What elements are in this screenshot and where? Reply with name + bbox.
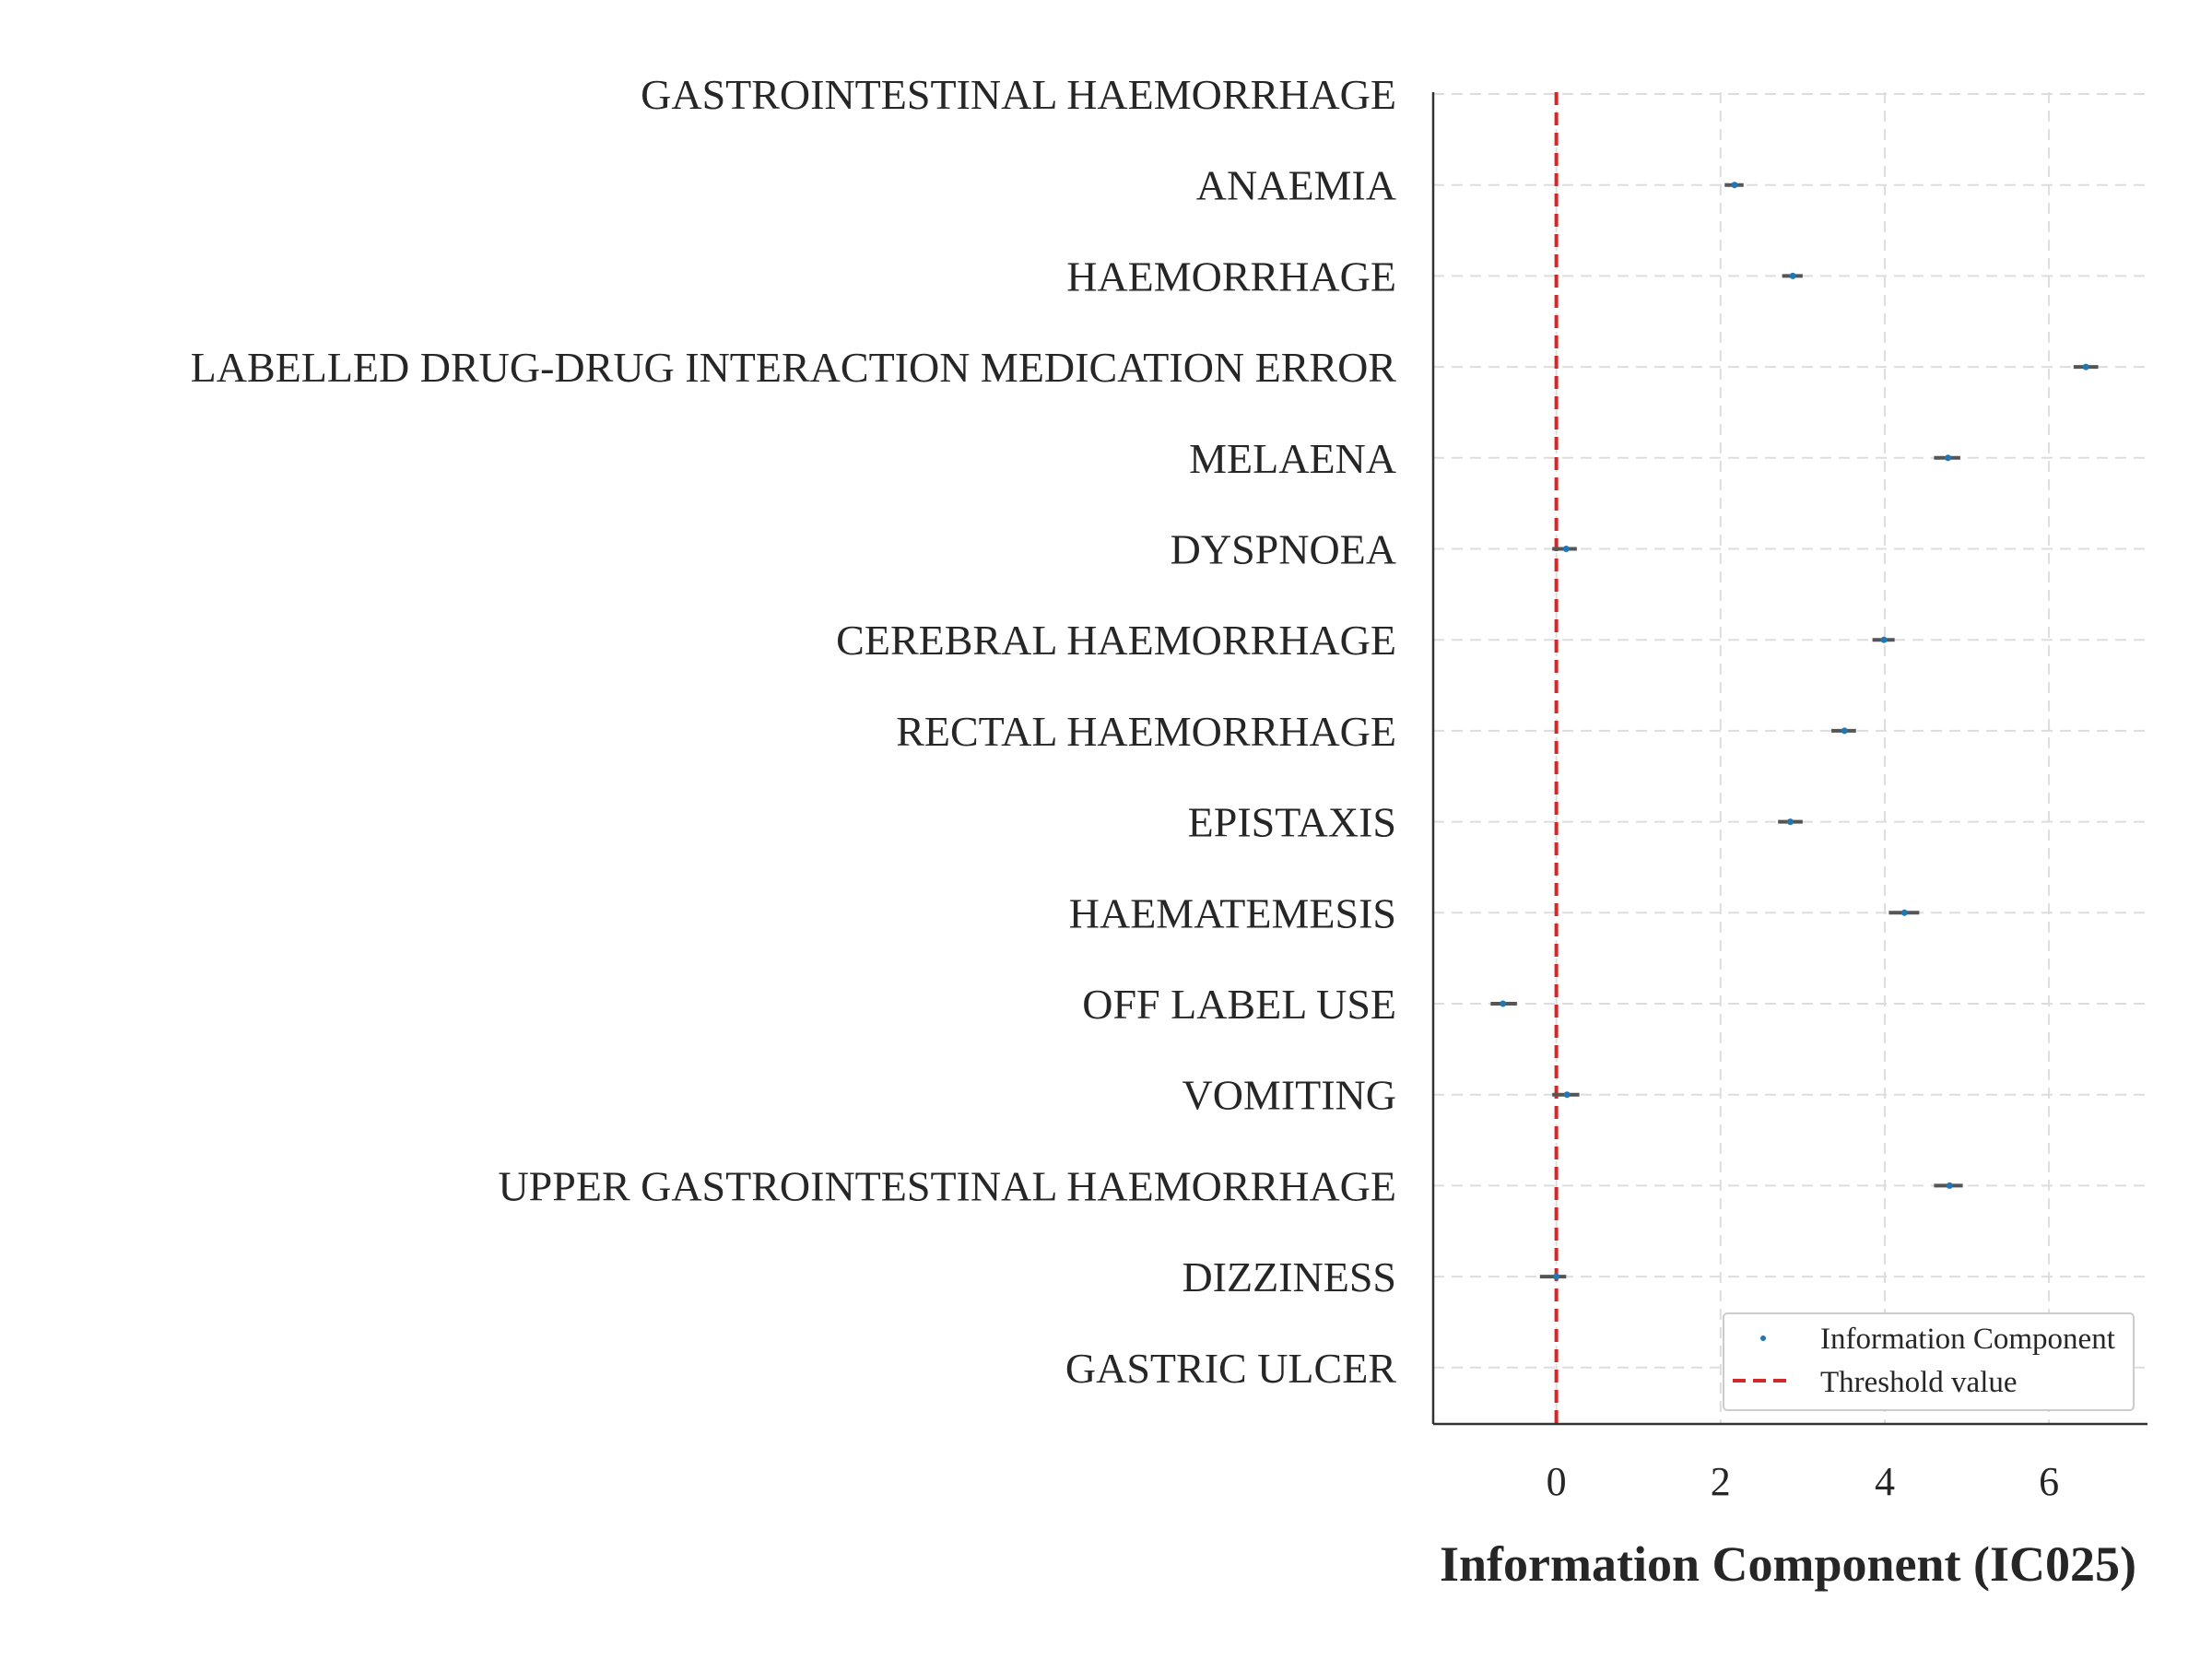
category-label: HAEMATEMESIS bbox=[1069, 889, 1396, 936]
data-point bbox=[1841, 727, 1848, 735]
x-tick-label: 6 bbox=[2039, 1459, 2059, 1504]
data-point bbox=[1731, 182, 1738, 189]
grid bbox=[1433, 92, 2147, 1424]
x-axis-title: Information Component (IC025) bbox=[1440, 1536, 2136, 1592]
category-label: EPISTAXIS bbox=[1188, 799, 1396, 846]
category-label: RECTAL HAEMORRHAGE bbox=[896, 708, 1396, 755]
legend: Information Component Threshold value bbox=[1723, 1312, 2135, 1411]
data-point bbox=[1562, 546, 1570, 552]
category-label: OFF LABEL USE bbox=[1082, 981, 1396, 1028]
x-tick-label: 0 bbox=[1547, 1459, 1567, 1504]
category-label: CEREBRAL HAEMORRHAGE bbox=[836, 617, 1396, 664]
data-point bbox=[1553, 1273, 1560, 1280]
data-point bbox=[1900, 909, 1908, 916]
category-label: LABELLED DRUG-DRUG INTERACTION MEDICATIO… bbox=[191, 344, 1397, 391]
category-label: GASTRIC ULCER bbox=[1065, 1345, 1396, 1392]
category-label: ANAEMIA bbox=[1196, 162, 1396, 209]
data-point bbox=[1787, 818, 1794, 826]
data-point bbox=[1500, 1000, 1507, 1007]
data-point bbox=[1945, 454, 1952, 462]
x-tick-label: 4 bbox=[1875, 1459, 1895, 1504]
legend-label-threshold: Threshold value bbox=[1820, 1366, 2018, 1399]
data-point bbox=[1563, 1091, 1571, 1099]
data-point bbox=[1880, 636, 1888, 643]
data-point bbox=[1789, 272, 1796, 279]
category-label: HAEMORRHAGE bbox=[1066, 253, 1396, 300]
category-label: UPPER GASTROINTESTINAL HAEMORRHAGE bbox=[498, 1162, 1396, 1209]
category-labels: GASTROINTESTINAL HAEMORRHAGE ANAEMIA HAEMO… bbox=[191, 71, 1397, 1392]
x-tick-labels: 0 2 4 6 bbox=[1547, 1459, 2059, 1504]
category-label: GASTROINTESTINAL HAEMORRHAGE bbox=[641, 71, 1396, 118]
category-label: DIZZINESS bbox=[1182, 1253, 1396, 1300]
legend-label-information-component: Information Component bbox=[1820, 1323, 2115, 1356]
category-label: DYSPNOEA bbox=[1171, 526, 1396, 573]
data-point bbox=[2082, 363, 2089, 371]
category-label: MELAENA bbox=[1189, 435, 1396, 482]
x-tick-label: 2 bbox=[1711, 1459, 1731, 1504]
legend-box bbox=[1723, 1312, 2135, 1411]
legend-marker-information-component bbox=[1760, 1335, 1766, 1341]
data-point bbox=[1946, 1182, 1953, 1189]
axes bbox=[1431, 92, 2147, 1426]
category-label: VOMITING bbox=[1182, 1072, 1396, 1119]
data-marks bbox=[1490, 182, 2099, 1280]
